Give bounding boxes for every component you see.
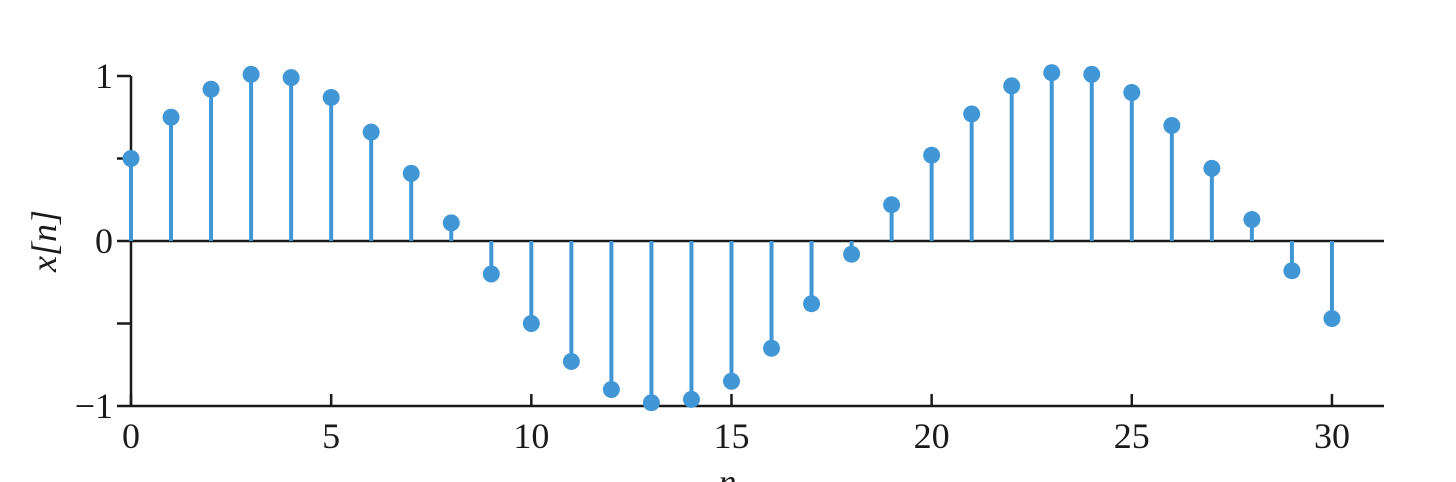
axes	[129, 76, 1384, 408]
stem-marker	[162, 108, 180, 126]
stem-marker	[322, 88, 340, 106]
stem-marker	[362, 123, 380, 141]
stem-marker	[442, 214, 460, 232]
x-tick-label: 0	[122, 416, 140, 456]
y-tick-label: 1	[95, 56, 113, 96]
stem-marker	[722, 372, 740, 390]
y-axis-label: x[n]	[24, 210, 64, 273]
stem-marker	[282, 69, 300, 87]
stem-marker	[1323, 310, 1341, 328]
stem-marker	[963, 105, 981, 123]
x-tick-label: 25	[1114, 416, 1150, 456]
y-tick-label: 0	[95, 221, 113, 261]
stems	[122, 64, 1341, 412]
x-tick-label: 20	[914, 416, 950, 456]
stem-marker	[602, 381, 620, 398]
stem-marker	[482, 265, 500, 283]
y-tick-label: −1	[75, 386, 113, 426]
stem-marker	[843, 245, 861, 263]
stem-marker	[1083, 65, 1101, 83]
x-axis-label: n	[719, 462, 737, 482]
stem-marker	[1043, 64, 1061, 82]
stem-marker	[522, 315, 540, 332]
stem-marker	[923, 146, 941, 164]
stem-marker	[562, 352, 580, 370]
x-tick-label: 30	[1314, 416, 1350, 456]
stem-marker	[682, 390, 700, 408]
x-tick-label: 10	[513, 416, 549, 456]
stem-marker	[883, 196, 901, 214]
stem-marker	[1243, 211, 1261, 229]
stem-marker	[642, 394, 660, 412]
stem-marker	[1003, 77, 1021, 95]
x-tick-label: 15	[713, 416, 749, 456]
stem-marker	[1283, 262, 1301, 280]
stem-marker	[803, 295, 821, 313]
stem-marker	[402, 164, 420, 182]
stem-marker	[1123, 84, 1141, 101]
stem-marker	[122, 150, 140, 167]
stem-marker	[242, 65, 260, 83]
stem-marker	[202, 80, 220, 98]
stem-marker	[1203, 159, 1221, 177]
x-tick-label: 5	[322, 416, 340, 456]
stem-marker	[763, 339, 781, 357]
stem-marker	[1163, 117, 1181, 134]
